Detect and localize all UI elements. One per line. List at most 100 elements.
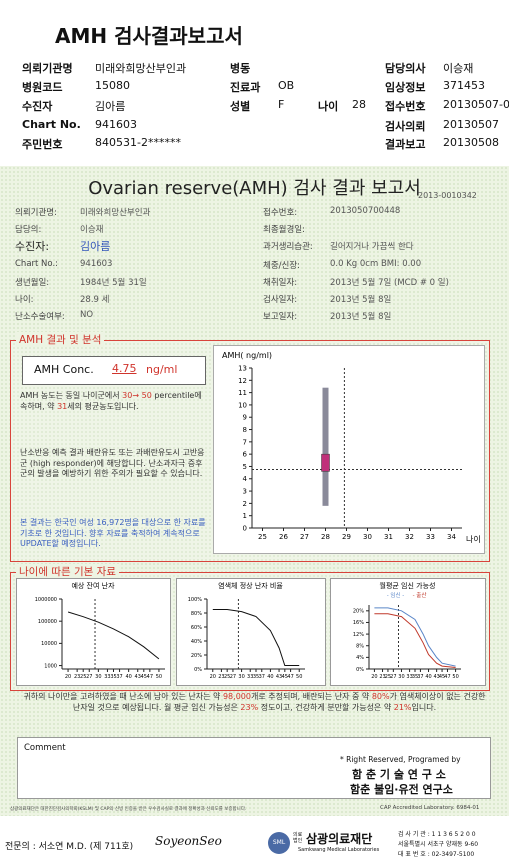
text-segment: 80% xyxy=(371,692,390,701)
field-value: 371453 xyxy=(443,79,485,92)
footer-line: 대 표 번 호 : 02-3497-5100 xyxy=(398,851,475,858)
field-label: 진료과 xyxy=(230,81,261,94)
field-label: 의뢰기관명 xyxy=(22,62,73,75)
chart: 1000 10000 100000 1000000 20 23 25 27 30 33 35 37 40… xyxy=(35,581,165,680)
x-tick-label: 20 xyxy=(210,674,216,680)
y-tick-label: 1000 xyxy=(44,663,57,669)
y-tick-label: 20% xyxy=(191,653,202,659)
text-segment: 본 결과는 한국인 여성 16,972명을 대상으로 한 자료를 기초로 한 것… xyxy=(20,518,206,548)
x-tick-label: 40 xyxy=(125,674,131,680)
section-title: AMH 결과 및 분석 xyxy=(16,332,105,347)
x-tick-label: 47 xyxy=(147,674,153,680)
legend-entry: - 임신 - xyxy=(387,591,405,599)
footer-line: 서울특별시 서초구 양재동 9-60 xyxy=(398,841,479,848)
text-segment: 21% xyxy=(393,702,412,712)
x-tick-label: 32 xyxy=(405,533,414,541)
text-segment: 난소반응 예측 결과 배란유도 또는 과배란유도시 고반응군 (high res… xyxy=(20,448,205,478)
text-segment: 세의 평균농도입니다. xyxy=(67,401,139,411)
text-segment: 98,000 xyxy=(222,692,251,701)
x-tick-label: 27 xyxy=(86,674,92,680)
x-tick-label: 35 xyxy=(110,674,116,680)
x-tick-label: 34 xyxy=(447,533,456,541)
field-value: 길어지거나 가끔씩 한다 xyxy=(330,242,414,252)
field-value: 840531-2****** xyxy=(95,136,181,149)
y-tick-label: 9 xyxy=(243,414,247,422)
doctor: 전문의 : 서소연 M.D. (제 711호) xyxy=(5,842,134,852)
y-tick-label: 4 xyxy=(243,475,248,483)
summary: 귀하의 나이만을 고려하였을 때 난소에 남아 있는 난자는 약 98,000개… xyxy=(22,692,487,713)
field-value: 이승재 xyxy=(80,225,104,235)
field-value: 2013년 5월 8일 xyxy=(330,312,392,322)
field-value: 15080 xyxy=(95,79,130,92)
x-tick-label: 25 xyxy=(258,533,267,541)
field-value: 941603 xyxy=(80,259,113,269)
chart-title: 월평균 임신 가능성 xyxy=(380,581,436,590)
field-label: 의뢰기관명: xyxy=(15,208,57,218)
x-tick-label: 45 xyxy=(439,674,445,680)
box xyxy=(321,453,330,472)
field-value: 2013년 5월 8일 xyxy=(330,295,392,305)
cap: CAP Accredited Laboratory. 6984-01 xyxy=(380,805,480,811)
mini-box xyxy=(176,578,326,686)
x-tick-label: 50 xyxy=(156,674,162,680)
field-label: 검사의뢰 xyxy=(385,120,426,133)
line xyxy=(67,611,160,660)
field-label: 병동 xyxy=(230,62,251,75)
x-tick-label: 30 xyxy=(238,674,244,680)
field-label: 성별 xyxy=(230,100,251,113)
text-segment: AMH 농도는 동일 나이군에서 xyxy=(20,391,123,400)
footer-line: 검 사 기 관 : 1 1 3 6 5 2 0 0 xyxy=(398,831,476,838)
mini-box xyxy=(16,578,171,686)
text-segment: 개로 추정되며, 배란되는 난자 중 약 xyxy=(250,692,372,701)
x-tick-label: 26 xyxy=(279,533,288,541)
report: Ovarian reserve(AMH) 검사 결과 보고서 2013-0010… xyxy=(0,166,509,816)
x-tick-label: 37 xyxy=(259,674,265,680)
field-label: 임상정보 xyxy=(385,81,426,94)
x-tick-label: 30 xyxy=(398,674,404,680)
org-name: 삼광의료재단 xyxy=(306,832,373,846)
x-tick-label: 37 xyxy=(417,674,423,680)
field-label: 수진자 xyxy=(22,100,53,113)
text-segment: 30→ 50 xyxy=(122,391,152,400)
y-tick-label: 10 xyxy=(238,401,247,409)
paragraph: 본 결과는 한국인 여성 16,972명을 대상으로 한 자료를 기초로 한 것… xyxy=(20,518,208,550)
cert: 삼광의료재단은 대한진단검사의학회(KSLM) 및 CAP의 신빙 인증을 받은… xyxy=(10,807,247,812)
y-tick-label: 3 xyxy=(243,488,247,496)
field-value: OB xyxy=(278,79,295,92)
y-tick-label: 11 xyxy=(238,389,247,397)
field-value: 미래와희망산부인과 xyxy=(80,208,151,218)
y-tick-label: 6 xyxy=(243,451,248,459)
x-tick-label: 28 xyxy=(321,533,330,541)
y-tick-label: 8% xyxy=(356,643,364,649)
report-title: Ovarian reserve(AMH) 검사 결과 보고서 xyxy=(88,178,421,199)
x-tick-label: 45 xyxy=(282,674,288,680)
y-tick-label: 16% xyxy=(353,620,364,626)
x-tick-label: 43 xyxy=(135,674,141,680)
field-label: 결과보고 xyxy=(385,138,426,151)
y-tick-label: 0% xyxy=(356,667,364,673)
y-tick-label: 100000 xyxy=(38,619,57,625)
field-label: Chart No.: xyxy=(15,259,59,269)
x-tick-label: 27 xyxy=(300,533,309,541)
y-tick-label: 10000 xyxy=(41,641,57,647)
corp: 의료법인 xyxy=(293,832,303,844)
field-label: 병원코드 xyxy=(22,81,63,94)
y-tick-label: 1 xyxy=(243,512,247,520)
chart: 0% 4% 8% 12% 16% 20% 20 23 25 27 30 33 35 37 40 43 45 47 5… xyxy=(353,581,461,680)
field-value: 미래와희망산부인과 xyxy=(95,62,187,75)
field-value: 김아름 xyxy=(95,100,126,113)
field-value: 0.0 Kg 0cm BMI: 0.00 xyxy=(330,259,422,269)
x-tick-label: 45 xyxy=(141,674,147,680)
y-tick-label: 1000000 xyxy=(35,597,57,603)
comment-label: Comment xyxy=(24,743,66,753)
lab-name: 함춘 불임·유전 연구소 xyxy=(350,783,453,796)
x-tick-label: 29 xyxy=(342,533,351,541)
x-tick-label: 47 xyxy=(444,674,450,680)
x-tick-label: 23 xyxy=(379,674,385,680)
x-tick-label: 50 xyxy=(452,674,458,680)
y-tick-label: 12% xyxy=(353,632,364,638)
chart-title: 예상 잔여 난자 xyxy=(71,581,115,590)
paragraph: 난소반응 예측 결과 배란유도 또는 과배란유도시 고반응군 (high res… xyxy=(20,448,208,480)
field-label: 검사일자: xyxy=(263,295,298,305)
